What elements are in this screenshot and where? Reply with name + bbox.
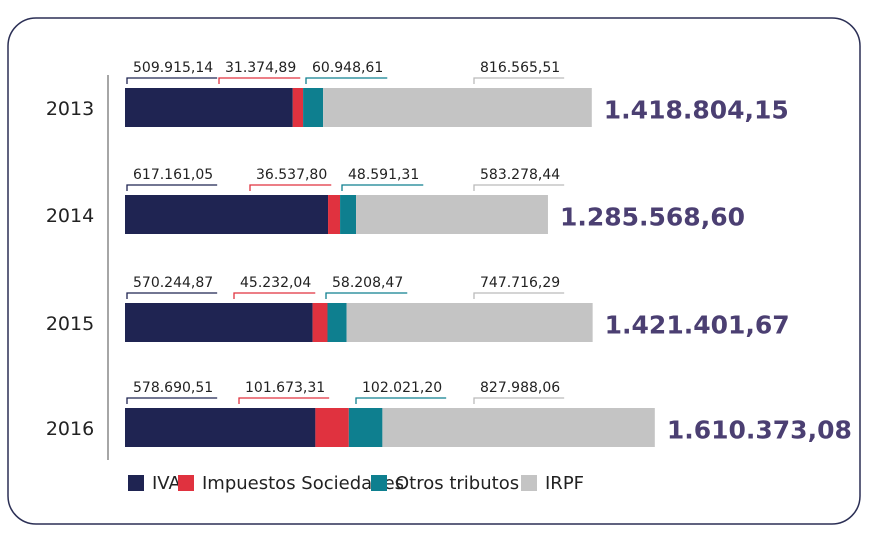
label-bracket [233, 292, 316, 299]
legend-label: IRPF [545, 473, 584, 494]
label-bracket [305, 77, 388, 84]
label-bracket [355, 397, 447, 404]
legend-swatch [128, 475, 144, 491]
year-label: 2013 [46, 98, 94, 120]
value-label: 509.915,14 [133, 60, 213, 76]
value-label: 45.232,04 [240, 275, 311, 291]
value-label: 816.565,51 [480, 60, 560, 76]
value-label: 617.161,05 [133, 167, 213, 183]
value-label: 747.716,29 [480, 275, 560, 291]
total-label: 1.421.401,67 [605, 311, 790, 340]
label-bracket [473, 292, 565, 299]
year-label: 2015 [46, 313, 94, 335]
label-bracket [126, 292, 218, 299]
bar-segment [312, 303, 328, 342]
label-bracket [126, 77, 218, 84]
bar-segment [382, 408, 655, 447]
legend-swatch [371, 475, 387, 491]
label-bracket [325, 292, 408, 299]
bar-segment [303, 88, 324, 127]
year-label: 2016 [46, 418, 94, 440]
value-label: 36.537,80 [256, 167, 327, 183]
label-bracket [249, 184, 332, 191]
label-bracket [473, 77, 565, 84]
bar-segment [125, 408, 316, 447]
label-bracket [473, 184, 565, 191]
value-label: 101.673,31 [245, 380, 325, 396]
label-bracket [126, 184, 218, 191]
value-label: 102.021,20 [362, 380, 442, 396]
bar-segment [348, 408, 383, 447]
label-bracket [473, 397, 565, 404]
year-label: 2014 [46, 205, 94, 227]
bar-segment [125, 303, 313, 342]
legend-label: Impuestos Sociedades [202, 473, 404, 494]
bar-segment [125, 195, 329, 234]
bar-segment [328, 195, 341, 234]
label-bracket [238, 397, 330, 404]
value-label: 60.948,61 [312, 60, 383, 76]
value-label: 48.591,31 [348, 167, 419, 183]
label-bracket [218, 77, 301, 84]
bar-segment [346, 303, 593, 342]
bar-segment [340, 195, 357, 234]
label-bracket [341, 184, 424, 191]
bar-segment [125, 88, 293, 127]
legend-swatch [178, 475, 194, 491]
total-label: 1.610.373,08 [667, 416, 852, 445]
legend-label: IVA [152, 473, 181, 494]
bar-segment [292, 88, 304, 127]
frame [7, 17, 861, 525]
bar-segment [323, 88, 592, 127]
bar-segment [315, 408, 349, 447]
bar-segment [356, 195, 548, 234]
value-label: 570.244,87 [133, 275, 213, 291]
legend-swatch [521, 475, 537, 491]
value-label: 827.988,06 [480, 380, 560, 396]
value-label: 31.374,89 [225, 60, 296, 76]
value-label: 583.278,44 [480, 167, 560, 183]
label-bracket [126, 397, 218, 404]
legend-label: Otros tributos [395, 473, 519, 494]
bar-segment [327, 303, 347, 342]
total-label: 1.418.804,15 [604, 96, 789, 125]
value-label: 578.690,51 [133, 380, 213, 396]
total-label: 1.285.568,60 [560, 203, 745, 232]
value-label: 58.208,47 [332, 275, 403, 291]
